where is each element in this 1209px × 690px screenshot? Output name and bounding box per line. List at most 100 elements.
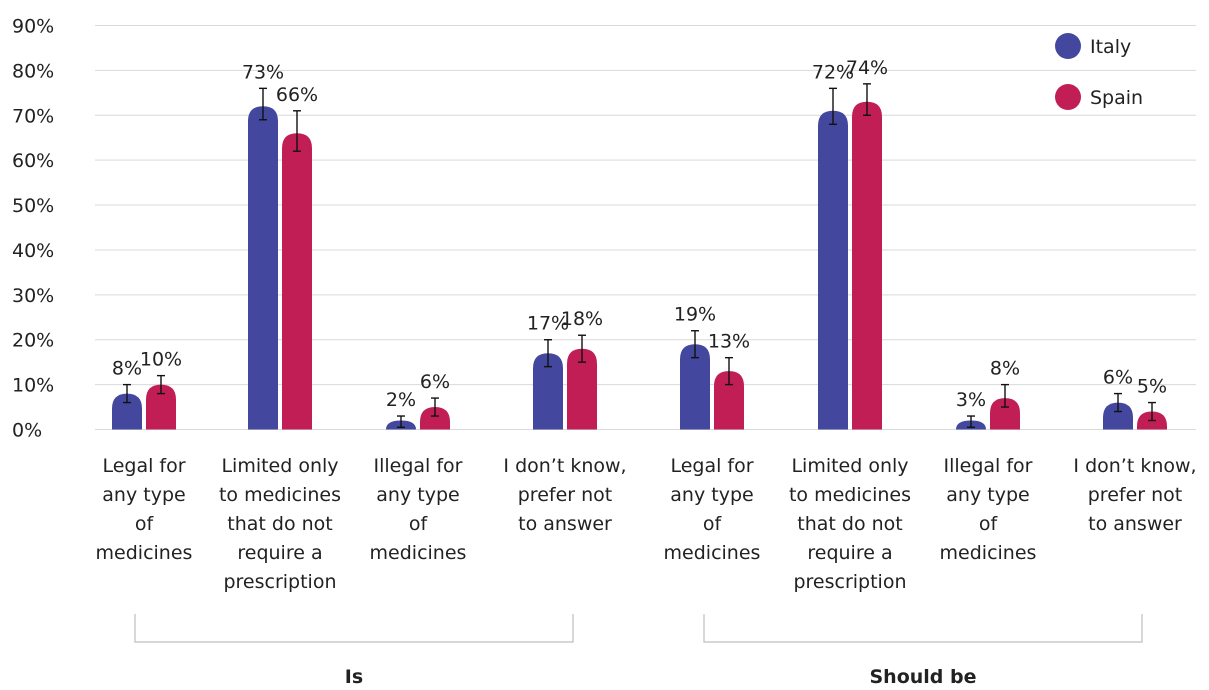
y-tick-label: 80%: [12, 60, 54, 82]
error-bar: [1148, 401, 1156, 422]
bar-italy: [533, 353, 563, 430]
category-label-line: to medicines: [789, 484, 911, 506]
data-label: 74%: [846, 57, 888, 79]
category-label-line: medicines: [96, 542, 193, 564]
category-label-line: any type: [670, 484, 753, 506]
y-tick-label: 20%: [12, 330, 54, 352]
category-label-line: to answer: [518, 513, 612, 535]
data-label: 13%: [708, 331, 750, 353]
data-label: 8%: [990, 358, 1020, 380]
category-label-line: medicines: [370, 542, 467, 564]
error-bar: [725, 356, 733, 386]
group-bracket: [703, 614, 1143, 643]
category-label-line: prescription: [223, 571, 336, 593]
group-label: Should be: [869, 666, 976, 688]
y-tick-label: 90%: [12, 16, 54, 38]
data-label: 6%: [420, 371, 450, 393]
category-label-line: require a: [807, 542, 892, 564]
category-label-line: Legal for: [670, 455, 753, 477]
bar-italy: [112, 393, 142, 430]
category-label-line: Limited only: [791, 455, 908, 477]
category-label-line: that do not: [797, 513, 902, 535]
category-label: Illegal for any type of medicines: [940, 455, 1037, 564]
category-label: Limited only to medicines that do not requi…: [789, 455, 911, 593]
group-bracket: [134, 614, 574, 643]
error-bar: [1001, 383, 1009, 408]
data-label: 18%: [561, 308, 603, 330]
bar-spain: [420, 407, 450, 430]
category-label-line: medicines: [940, 542, 1037, 564]
data-label: 17%: [527, 313, 569, 335]
category-label-line: any type: [946, 484, 1029, 506]
bar-spain: [714, 371, 744, 430]
error-bar: [967, 415, 975, 428]
error-bar: [863, 83, 871, 116]
category-label-line: I don’t know,: [503, 455, 626, 477]
data-label: 19%: [674, 304, 716, 326]
category-label-line: prescription: [793, 571, 906, 593]
category-label: I don’t know, prefer not to answer: [1073, 455, 1196, 535]
error-bar: [431, 397, 439, 417]
y-tick-label: 30%: [12, 285, 54, 307]
category-label-line: I don’t know,: [1073, 455, 1196, 477]
bar-spain: [990, 398, 1020, 430]
legend-swatch-italy: [1055, 33, 1081, 59]
y-tick-label: 0%: [12, 420, 42, 442]
category-label: Legal for any type of medicines: [664, 455, 761, 564]
bar-spain: [146, 384, 176, 430]
category-label: Illegal for any type of medicines: [370, 455, 467, 564]
error-bar: [123, 383, 131, 404]
data-label: 5%: [1137, 376, 1167, 398]
data-label: 8%: [112, 358, 142, 380]
y-tick-label: 70%: [12, 105, 54, 127]
category-label-line: any type: [102, 484, 185, 506]
error-bar: [1114, 392, 1122, 413]
category-label-line: to medicines: [219, 484, 341, 506]
bar-spain: [282, 133, 312, 430]
category-label: Legal for any type of medicines: [96, 455, 193, 564]
bar-spain: [852, 101, 882, 430]
error-bar: [544, 339, 552, 368]
bar-italy: [248, 106, 278, 430]
data-label: 3%: [956, 389, 986, 411]
category-label-line: that do not: [227, 513, 332, 535]
y-tick-label: 50%: [12, 195, 54, 217]
bar-italy: [680, 344, 710, 430]
error-bar: [691, 330, 699, 359]
bar-spain: [567, 348, 597, 430]
group-label: Is: [345, 666, 363, 688]
data-label: 6%: [1103, 367, 1133, 389]
legend-label: Italy: [1090, 36, 1131, 58]
bar-italy: [1103, 402, 1133, 430]
category-label-line: prefer not: [518, 484, 613, 506]
category-label-line: Limited only: [221, 455, 338, 477]
error-bar: [829, 87, 837, 125]
category-label-line: Legal for: [102, 455, 185, 477]
y-tick-label: 10%: [12, 375, 54, 397]
category-label-line: Illegal for: [374, 455, 463, 477]
y-tick-label: 40%: [12, 240, 54, 262]
error-bar: [397, 415, 405, 428]
error-bar: [259, 87, 267, 121]
bar-italy: [818, 110, 848, 430]
category-label-line: any type: [376, 484, 459, 506]
error-bar: [578, 334, 586, 363]
legend-label: Spain: [1090, 87, 1143, 109]
category-label-line: require a: [237, 542, 322, 564]
legend-swatch-spain: [1055, 84, 1081, 110]
category-label-line: of: [135, 513, 155, 535]
y-tick-label: 60%: [12, 150, 54, 172]
category-label: I don’t know, prefer not to answer: [503, 455, 626, 535]
error-bar: [293, 110, 301, 152]
data-label: 72%: [812, 61, 854, 83]
category-label-line: prefer not: [1088, 484, 1183, 506]
category-label: Limited only to medicines that do not requi…: [219, 455, 341, 593]
data-label: 10%: [140, 349, 182, 371]
data-label: 66%: [276, 84, 318, 106]
category-label-line: to answer: [1088, 513, 1182, 535]
data-label: 73%: [242, 61, 284, 83]
category-label-line: of: [703, 513, 723, 535]
data-label: 2%: [386, 389, 416, 411]
